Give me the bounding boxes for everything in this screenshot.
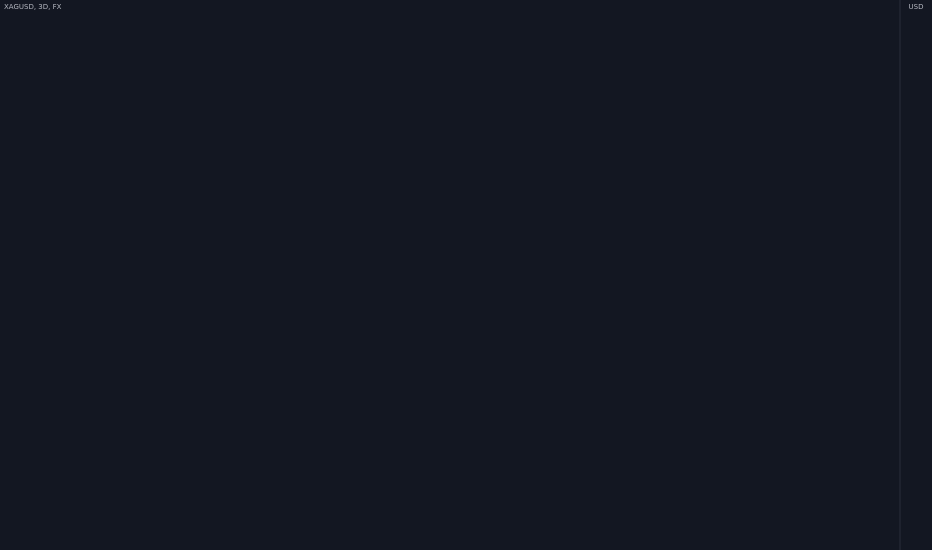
chart-title: XAGUSD, 3D, FX [4,3,62,11]
currency: USD [909,3,924,11]
price-axis-panel [900,0,932,550]
